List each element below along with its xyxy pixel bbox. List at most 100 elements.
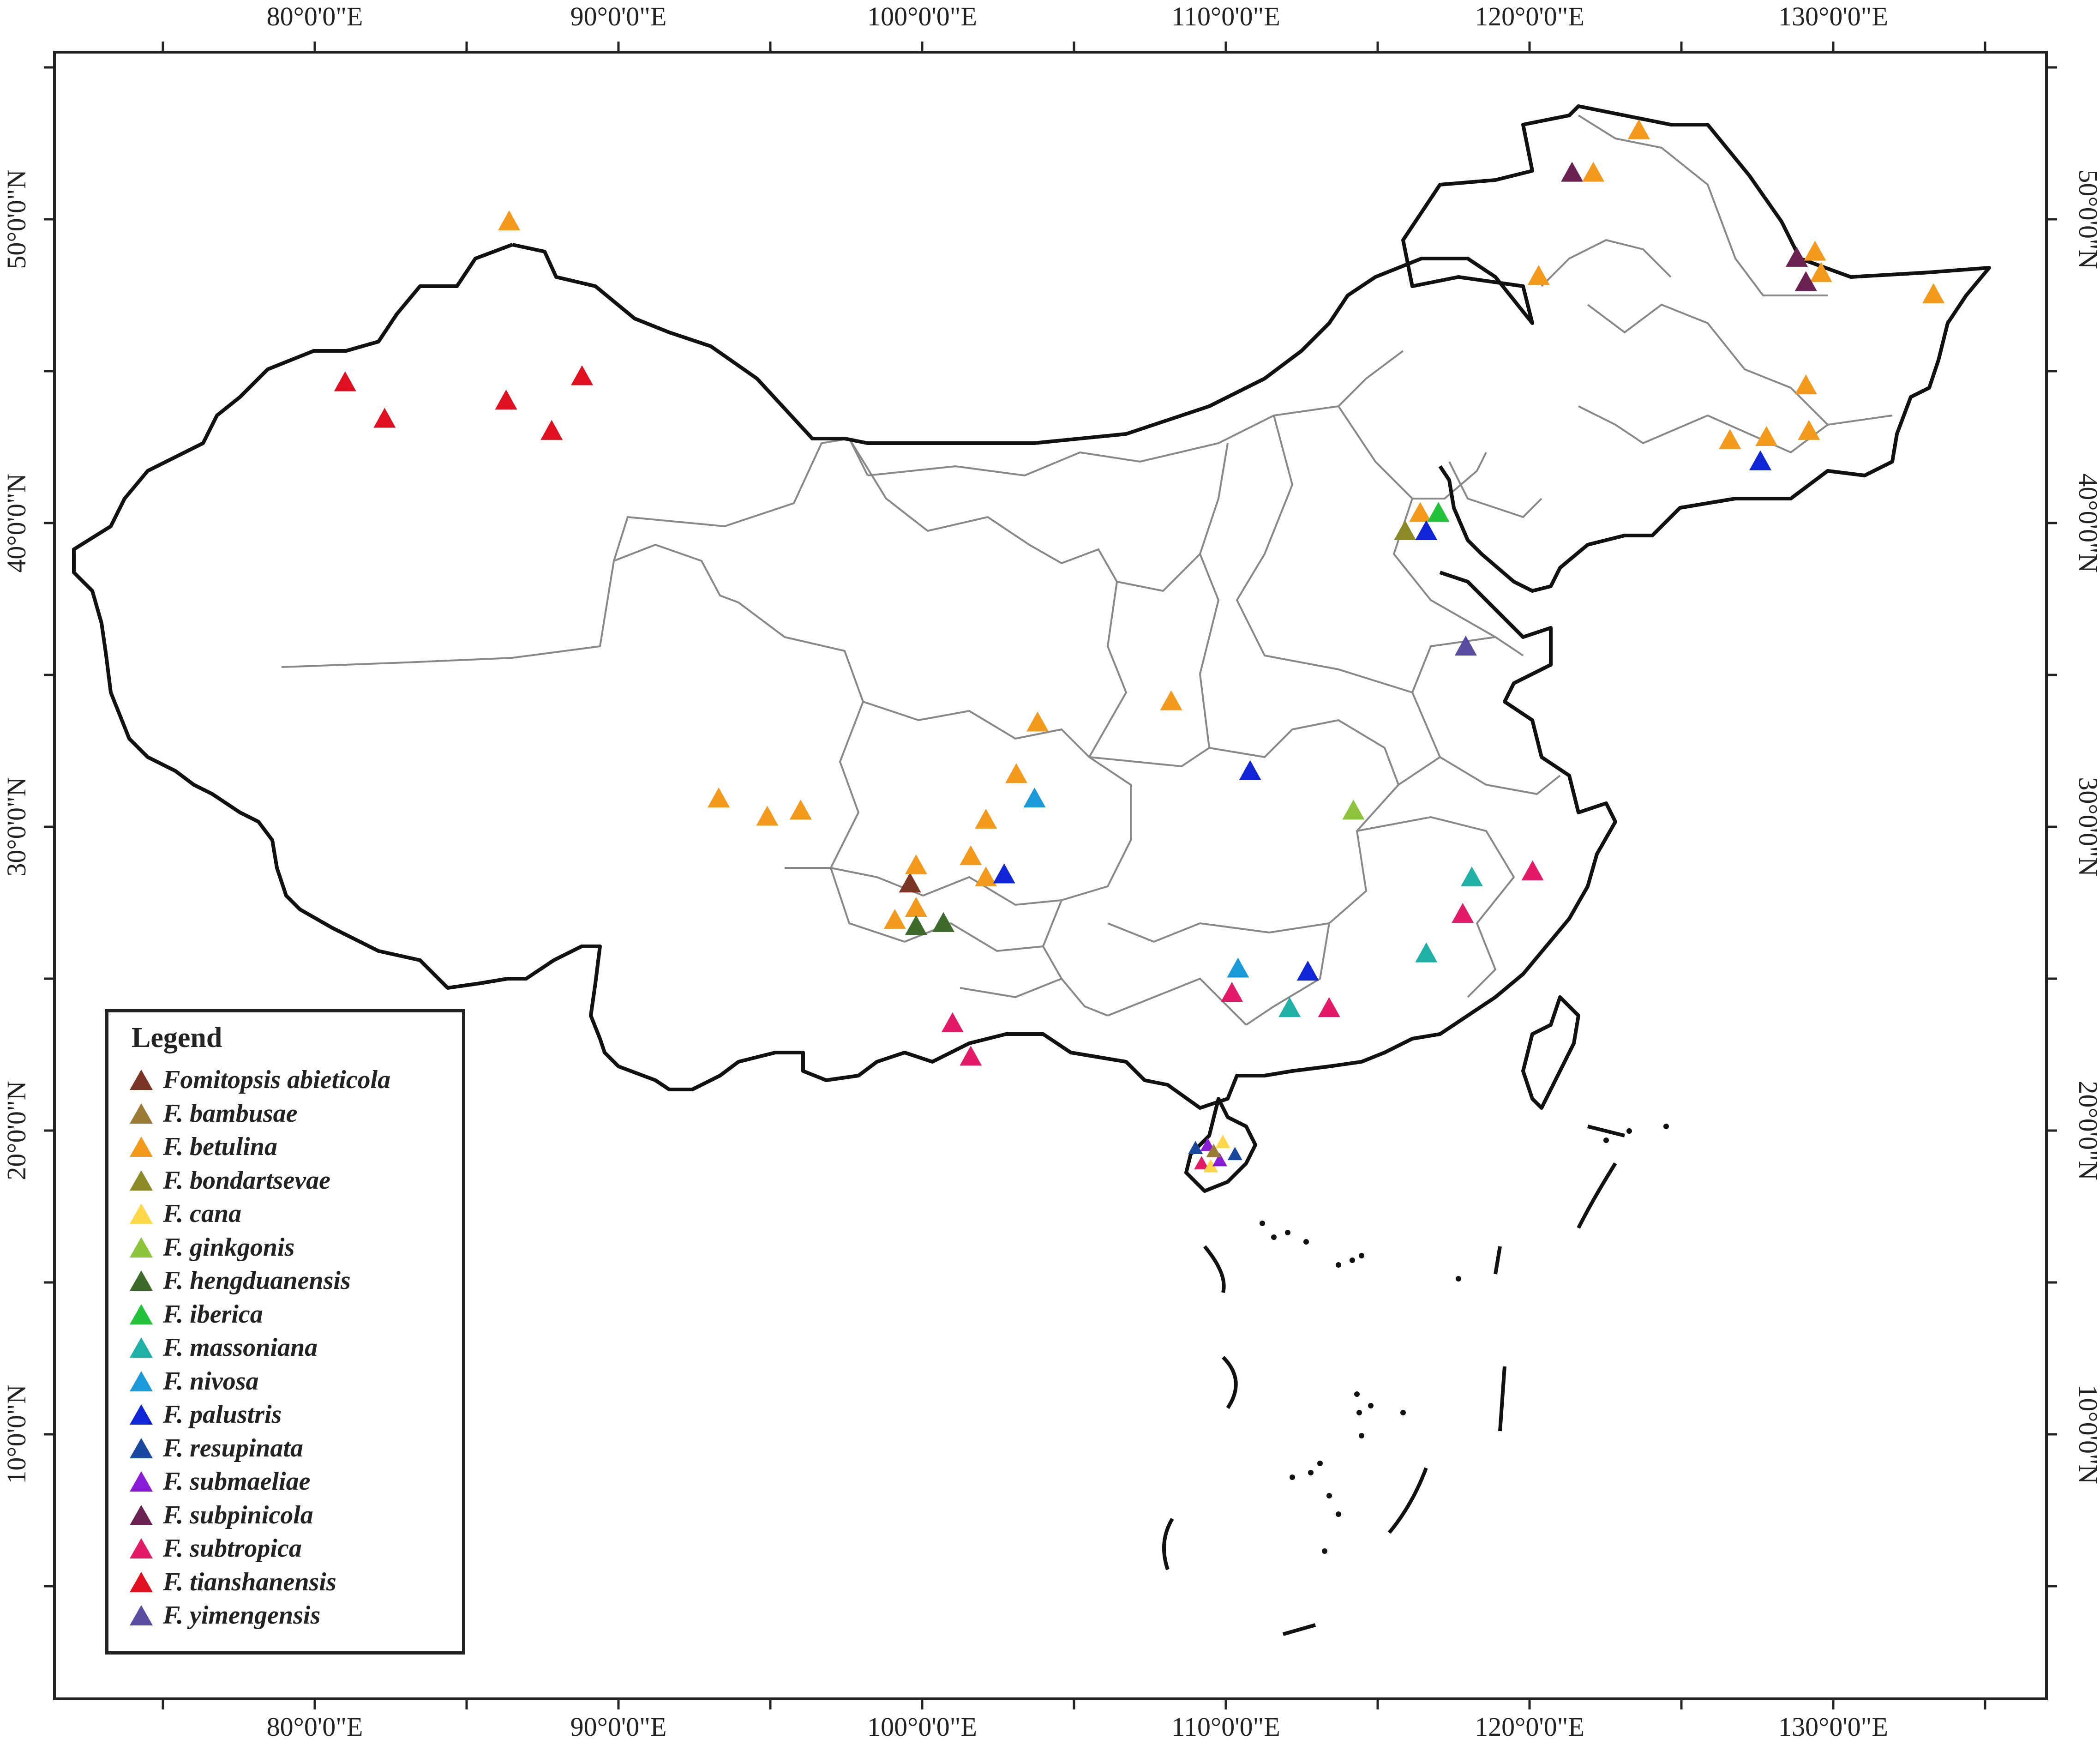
site-marker	[960, 845, 982, 866]
lat-label-right: 30°0'0"N	[2073, 777, 2100, 876]
site-marker	[334, 371, 356, 391]
legend-label: F. bondartsevae	[163, 1166, 330, 1195]
lon-label-top: 100°0'0"E	[867, 1, 977, 31]
lon-label-top: 130°0'0"E	[1778, 1, 1888, 31]
site-marker	[1409, 502, 1432, 522]
site-marker	[941, 1012, 964, 1032]
site-marker	[789, 800, 812, 820]
site-marker	[905, 915, 927, 935]
legend-list: Fomitopsis abieticola F. bambusae F. betul…	[127, 1063, 390, 1632]
islands	[1260, 1124, 1669, 1554]
legend-item: F. palustris	[127, 1398, 390, 1432]
legend-label: F. bambusae	[163, 1099, 298, 1128]
legend-triangle-icon	[130, 1170, 153, 1191]
legend-item: F. subtropica	[127, 1532, 390, 1565]
legend-label: F. nivosa	[163, 1366, 259, 1396]
site-marker	[756, 806, 779, 826]
site-marker	[1227, 1147, 1242, 1161]
legend-item: F. massoniana	[127, 1331, 390, 1365]
legend-triangle-icon	[130, 1538, 153, 1559]
site-marker	[1415, 942, 1438, 963]
legend-triangle-icon	[130, 1103, 153, 1124]
site-marker	[1215, 1135, 1230, 1148]
site-marker	[540, 420, 563, 440]
lat-label-left: 20°0'0"N	[1, 1081, 31, 1180]
site-marker	[1798, 420, 1820, 440]
site-marker	[1227, 957, 1249, 978]
legend-item: F. iberica	[127, 1298, 390, 1331]
longitude-labels-bottom: 80°0'0"E 90°0'0"E 100°0'0"E 110°0'0"E 120°0'…	[267, 1712, 1888, 1742]
site-marker	[1786, 247, 1808, 267]
site-marker	[1922, 283, 1945, 303]
lon-label-bottom: 120°0'0"E	[1475, 1712, 1584, 1742]
site-marker	[1160, 690, 1182, 710]
latitude-labels-right: 50°0'0"N 40°0'0"N 30°0'0"N 20°0'0"N 10°0'0"N	[2073, 169, 2100, 1484]
site-marker	[1318, 997, 1340, 1017]
site-marker	[1194, 1156, 1209, 1169]
site-marker	[1561, 162, 1584, 182]
site-marker	[1221, 981, 1243, 1002]
site-marker	[1212, 1153, 1227, 1167]
site-marker	[708, 787, 730, 808]
lon-label-bottom: 80°0'0"E	[267, 1712, 363, 1742]
legend-item: F. betulina	[127, 1130, 390, 1164]
legend-item: F. ginkgonis	[127, 1231, 390, 1264]
lat-label-left: 50°0'0"N	[1, 169, 31, 269]
legend-triangle-icon	[130, 1270, 153, 1291]
legend-item: F. bambusae	[127, 1097, 390, 1131]
legend-label: F. subtropica	[163, 1534, 302, 1563]
site-marker	[1755, 426, 1778, 446]
site-marker	[1203, 1159, 1218, 1173]
site-marker	[571, 365, 594, 385]
site-marker	[1454, 635, 1477, 656]
lat-label-right: 40°0'0"N	[2073, 473, 2100, 572]
lon-label-top: 80°0'0"E	[267, 1, 363, 31]
lon-label-bottom: 130°0'0"E	[1778, 1712, 1888, 1742]
site-marker	[1794, 271, 1817, 291]
longitude-labels-top: 80°0'0"E 90°0'0"E 100°0'0"E 110°0'0"E 120°0'…	[267, 1, 1888, 31]
national-border	[72, 104, 1991, 1636]
lon-label-bottom: 110°0'0"E	[1171, 1712, 1280, 1742]
site-marker	[1296, 960, 1319, 981]
legend-triangle-icon	[130, 1605, 153, 1626]
lat-label-right: 10°0'0"N	[2073, 1384, 2100, 1484]
legend-triangle-icon	[130, 1203, 153, 1224]
legend-item: F. tianshanensis	[127, 1565, 390, 1599]
legend-title: Legend	[132, 1022, 222, 1053]
legend-label: F. betulina	[163, 1132, 277, 1161]
site-marker	[1023, 787, 1046, 808]
legend-triangle-icon	[130, 1371, 153, 1391]
site-marker	[1200, 1137, 1215, 1151]
site-marker	[1521, 860, 1544, 880]
legend-triangle-icon	[130, 1504, 153, 1525]
site-marker	[1342, 800, 1365, 820]
site-marker	[1005, 763, 1027, 783]
legend-label: F. massoniana	[163, 1333, 318, 1362]
lon-label-top: 110°0'0"E	[1171, 1, 1280, 31]
site-marker	[498, 210, 521, 230]
lat-label-left: 10°0'0"N	[1, 1384, 31, 1484]
site-marker	[1415, 520, 1438, 541]
legend-label: F. subpinicola	[163, 1500, 313, 1529]
site-marker	[975, 808, 997, 829]
site-marker	[1278, 997, 1301, 1017]
site-marker	[1460, 866, 1483, 887]
legend-label: Fomitopsis abieticola	[163, 1065, 391, 1095]
legend-triangle-icon	[130, 1404, 153, 1425]
site-marker	[1026, 711, 1049, 732]
legend-label: F. palustris	[163, 1400, 282, 1429]
legend-label: F. ginkgonis	[163, 1233, 295, 1262]
site-marker	[932, 912, 955, 932]
legend-triangle-icon	[130, 1304, 153, 1324]
lon-label-top: 90°0'0"E	[570, 1, 667, 31]
legend-item: Fomitopsis abieticola	[127, 1063, 390, 1097]
site-marker	[1794, 374, 1817, 395]
province-boundaries	[281, 114, 1893, 1026]
legend-triangle-icon	[130, 1237, 153, 1258]
lon-label-bottom: 100°0'0"E	[867, 1712, 977, 1742]
site-marker	[1206, 1143, 1221, 1157]
legend-label: F. tianshanensis	[163, 1567, 336, 1596]
legend: Legend Fomitopsis abieticola F. bambusae F…	[105, 1009, 465, 1655]
site-marker	[1427, 502, 1450, 522]
site-marker	[1627, 119, 1650, 139]
